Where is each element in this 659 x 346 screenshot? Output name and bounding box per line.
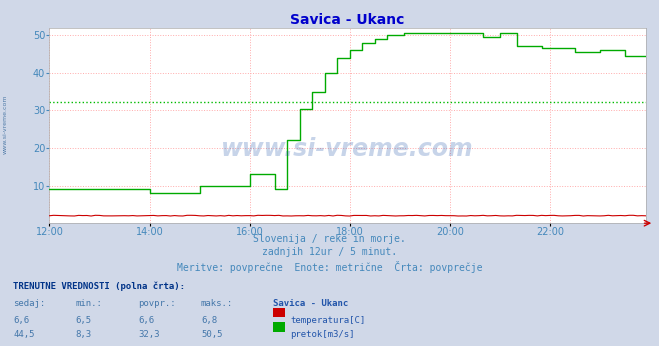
Text: Savica - Ukanc: Savica - Ukanc — [273, 299, 349, 308]
Text: 6,6: 6,6 — [138, 316, 154, 325]
Text: 44,5: 44,5 — [13, 330, 35, 339]
Text: Meritve: povprečne  Enote: metrične  Črta: povprečje: Meritve: povprečne Enote: metrične Črta:… — [177, 261, 482, 273]
Text: min.:: min.: — [76, 299, 103, 308]
Title: Savica - Ukanc: Savica - Ukanc — [291, 12, 405, 27]
Text: 6,6: 6,6 — [13, 316, 29, 325]
Text: www.si-vreme.com: www.si-vreme.com — [3, 95, 8, 154]
Text: zadnjih 12ur / 5 minut.: zadnjih 12ur / 5 minut. — [262, 247, 397, 257]
Text: temperatura[C]: temperatura[C] — [291, 316, 366, 325]
Text: 6,8: 6,8 — [201, 316, 217, 325]
Text: pretok[m3/s]: pretok[m3/s] — [291, 330, 355, 339]
Text: maks.:: maks.: — [201, 299, 233, 308]
Text: 8,3: 8,3 — [76, 330, 92, 339]
Text: TRENUTNE VREDNOSTI (polna črta):: TRENUTNE VREDNOSTI (polna črta): — [13, 282, 185, 291]
Text: 6,5: 6,5 — [76, 316, 92, 325]
Text: www.si-vreme.com: www.si-vreme.com — [221, 137, 474, 161]
Text: Slovenija / reke in morje.: Slovenija / reke in morje. — [253, 234, 406, 244]
Text: 50,5: 50,5 — [201, 330, 223, 339]
Text: 32,3: 32,3 — [138, 330, 160, 339]
Text: povpr.:: povpr.: — [138, 299, 176, 308]
Text: sedaj:: sedaj: — [13, 299, 45, 308]
